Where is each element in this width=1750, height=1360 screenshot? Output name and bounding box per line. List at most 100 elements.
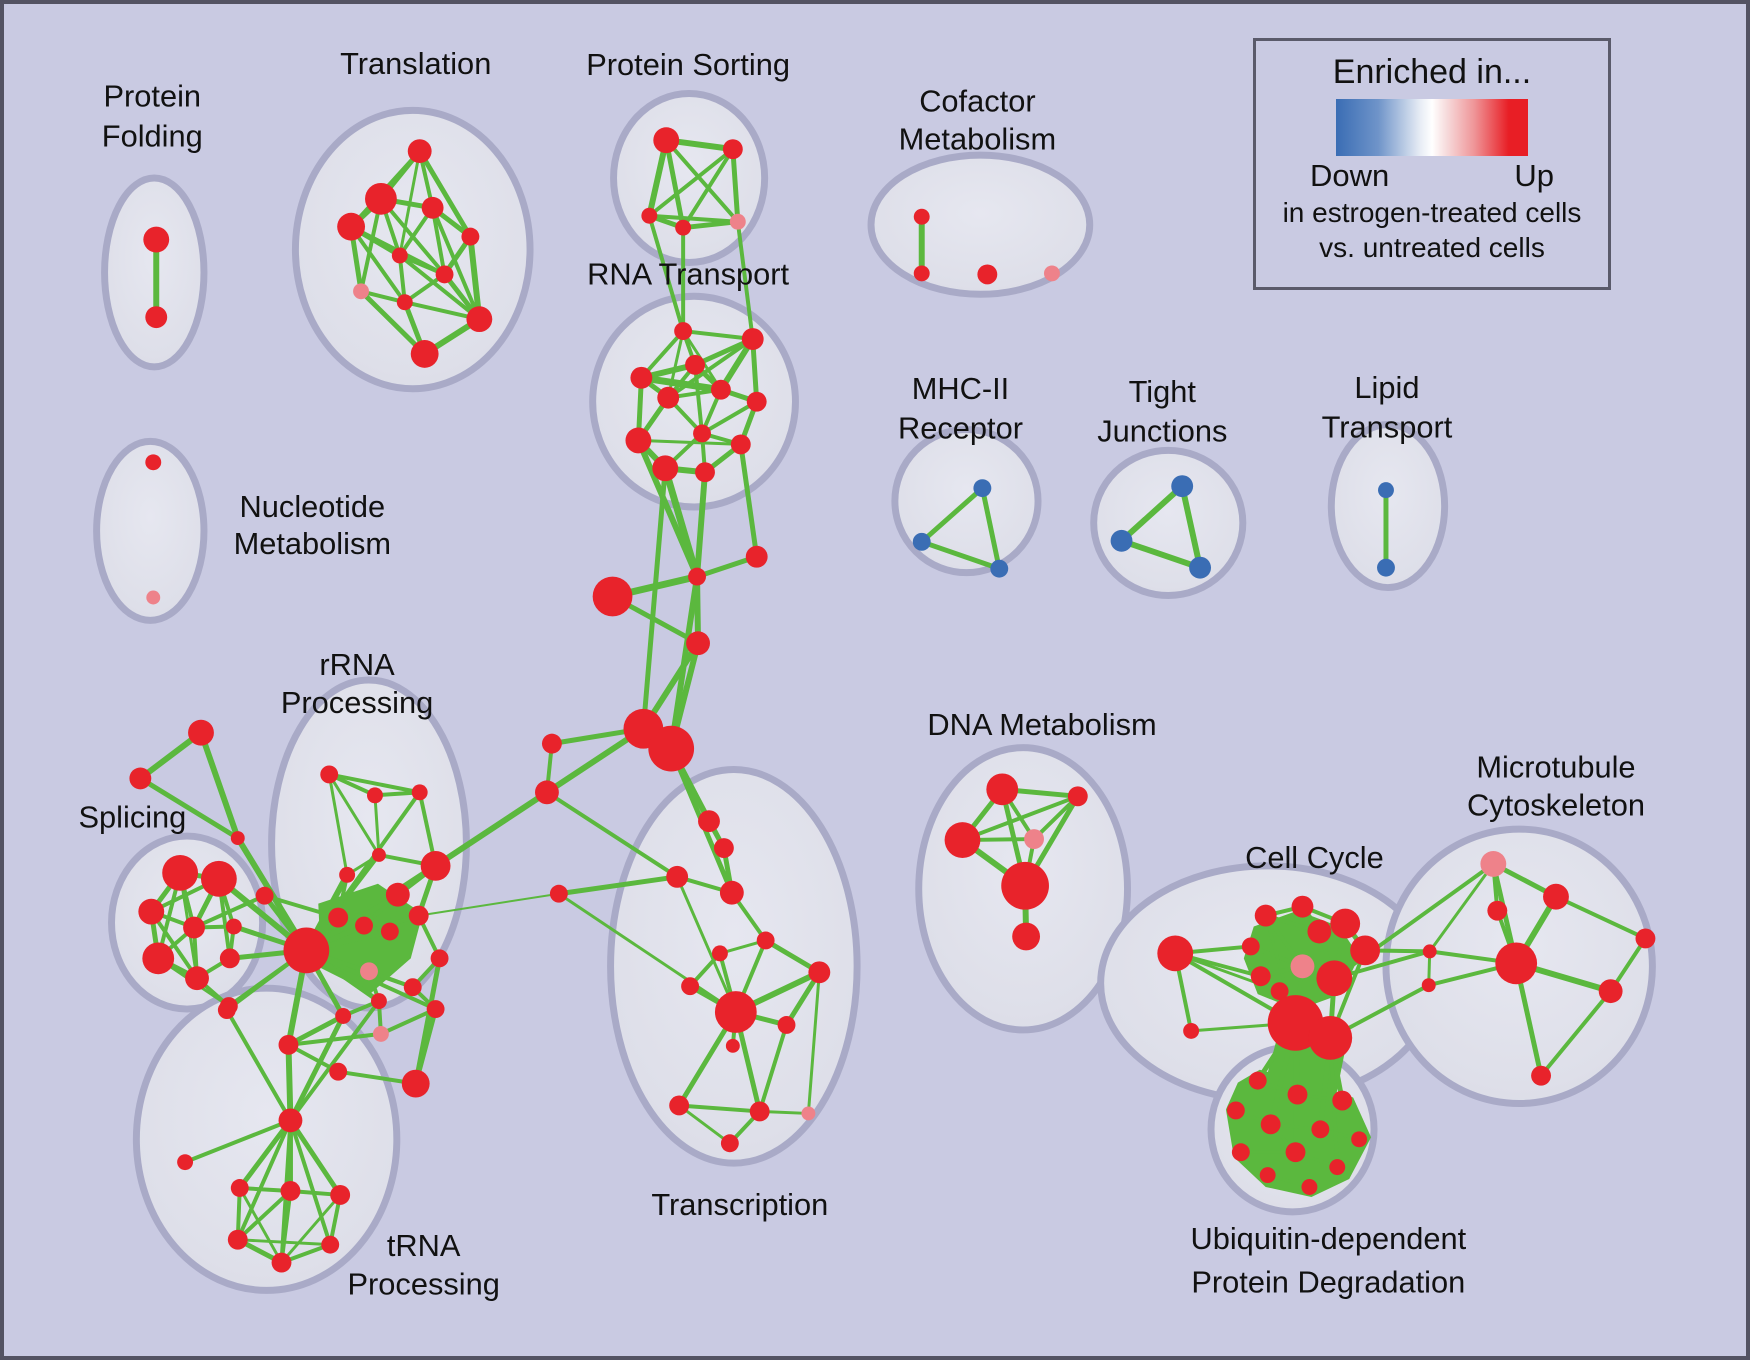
- cluster-label-trna: tRNA: [387, 1228, 461, 1263]
- geneset-node: [283, 927, 330, 974]
- geneset-node: [1301, 1179, 1318, 1195]
- geneset-node: [360, 962, 378, 981]
- edge-trna: [288, 1118, 333, 1247]
- inter-edge: [694, 469, 708, 580]
- geneset-node: [1250, 966, 1271, 987]
- edge-translation: [398, 149, 422, 258]
- geneset-node: [1067, 786, 1088, 807]
- geneset-node: [219, 948, 240, 969]
- edge-rrna: [304, 790, 422, 953]
- geneset-node: [1487, 900, 1508, 921]
- geneset-node: [1330, 908, 1361, 939]
- geneset-node: [1480, 850, 1507, 877]
- edge-transcription: [556, 874, 680, 897]
- edge-rrna: [327, 772, 422, 795]
- geneset-node: [370, 993, 387, 1010]
- geneset-node: [396, 294, 413, 311]
- geneset-node: [722, 139, 743, 160]
- geneset-node: [729, 213, 746, 230]
- geneset-node: [408, 905, 429, 926]
- geneset-node: [1307, 919, 1332, 944]
- geneset-node: [177, 1154, 194, 1171]
- geneset-node: [278, 1108, 303, 1133]
- geneset-node: [466, 306, 493, 333]
- edge-rrna: [286, 1031, 383, 1047]
- inter-edge: [738, 441, 760, 560]
- edge-translation: [358, 288, 428, 357]
- geneset-node: [1226, 1101, 1245, 1120]
- edge-translation: [417, 148, 473, 240]
- geneset-node: [1543, 883, 1569, 910]
- edge-translation: [430, 205, 447, 277]
- geneset-node: [686, 631, 710, 656]
- edge-splicing_out: [137, 775, 241, 841]
- geneset-node: [255, 886, 274, 905]
- edge-trna: [280, 1193, 342, 1265]
- geneset-node: [1316, 960, 1353, 997]
- cluster-ellipse-tight: [1090, 446, 1247, 599]
- geneset-node: [669, 1095, 690, 1116]
- edge-rrna: [327, 772, 349, 877]
- geneset-node: [1291, 895, 1314, 918]
- geneset-node: [320, 765, 339, 784]
- edge-transcription: [675, 875, 738, 1014]
- geneset-node: [1531, 1065, 1551, 1086]
- geneset-node: [688, 567, 706, 586]
- geneset-node: [630, 366, 653, 389]
- geneset-node: [749, 1101, 770, 1122]
- geneset-node: [401, 1069, 430, 1098]
- cluster-label-microtubule: Cytoskeleton: [1467, 787, 1645, 822]
- geneset-node: [756, 931, 775, 950]
- geneset-node: [146, 590, 161, 605]
- geneset-node: [719, 880, 744, 905]
- geneset-node: [430, 949, 449, 968]
- edge-protein_sorting: [681, 147, 735, 230]
- edge-transcription: [757, 1022, 789, 1114]
- geneset-node: [225, 918, 242, 935]
- cluster-label-ubiquitin: Ubiquitin-dependent: [1190, 1221, 1466, 1256]
- geneset-node: [1183, 1022, 1200, 1039]
- geneset-node: [695, 462, 715, 483]
- edge-transcription: [806, 970, 821, 1115]
- edge-microtubule: [1553, 894, 1648, 941]
- geneset-node: [185, 966, 209, 991]
- inter-edge: [647, 213, 686, 334]
- edge-translation: [349, 224, 407, 305]
- inter-edge: [433, 789, 550, 869]
- geneset-node: [391, 247, 408, 264]
- geneset-node: [321, 1235, 340, 1254]
- inter-edge: [661, 464, 701, 581]
- edge-tight: [1118, 483, 1186, 544]
- geneset-node: [461, 227, 480, 246]
- legend-up-label: Up: [1514, 158, 1554, 193]
- geneset-node: [625, 427, 652, 454]
- geneset-node: [808, 961, 831, 984]
- inter-edge: [417, 892, 560, 917]
- geneset-node: [142, 942, 175, 975]
- geneset-node: [1259, 1167, 1276, 1184]
- cluster-label-mhc: Receptor: [898, 411, 1023, 446]
- edge-trna: [238, 1186, 284, 1265]
- edge-rna_transport: [693, 362, 705, 436]
- geneset-node: [1351, 1131, 1368, 1148]
- geneset-node: [714, 991, 757, 1033]
- cluster-label-cofactor: Metabolism: [899, 121, 1056, 156]
- geneset-node: [420, 850, 451, 881]
- geneset-node: [1044, 265, 1060, 282]
- edge-trna: [237, 1117, 293, 1191]
- geneset-node: [188, 719, 214, 746]
- edge-rna_transport: [637, 374, 725, 394]
- edge-transcription: [677, 1103, 732, 1145]
- cluster-label-nucleotide: Metabolism: [234, 526, 391, 561]
- geneset-node: [666, 865, 689, 888]
- edge-tight: [1179, 483, 1204, 571]
- geneset-node: [1260, 1114, 1281, 1135]
- edge-trna: [236, 1238, 332, 1247]
- geneset-node: [435, 265, 454, 284]
- geneset-node: [230, 831, 245, 846]
- geneset-node: [710, 379, 731, 400]
- geneset-node: [145, 454, 162, 471]
- geneset-node: [143, 226, 170, 253]
- geneset-node: [973, 479, 992, 498]
- edge-translation: [467, 233, 483, 323]
